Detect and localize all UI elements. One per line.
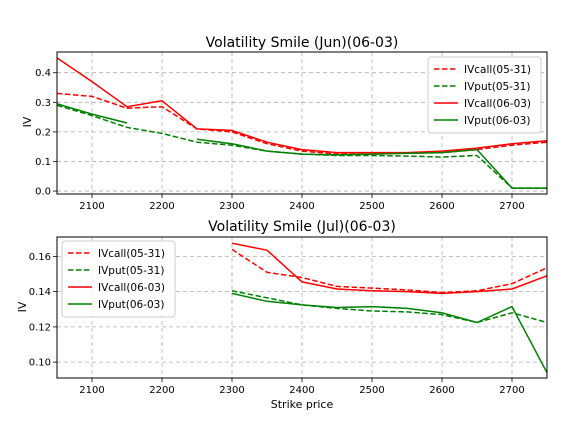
series-line: [231, 290, 548, 324]
legend-label: IVcall(06-03): [98, 282, 165, 294]
legend-label: IVcall(05-31): [464, 64, 531, 76]
y-tick-label: 0.1: [35, 157, 51, 168]
legend-label: IVput(06-03): [464, 115, 530, 127]
y-tick-label: 0.3: [35, 98, 51, 109]
x-tick-label: 2700: [499, 201, 524, 212]
x-tick-label: 2200: [149, 385, 174, 396]
x-tick-label: 2200: [149, 201, 174, 212]
series-line: [231, 248, 548, 294]
x-tick-label: 2500: [359, 201, 384, 212]
chart-jun: Volatility Smile (Jun)(06-03) IV 2100 220…: [21, 35, 548, 212]
legend-label: IVcall(05-31): [98, 248, 165, 260]
y-axis-label: IV: [16, 301, 29, 312]
series-line: [56, 103, 128, 124]
y-axis-label: IV: [21, 116, 34, 127]
x-tick-label: 2400: [289, 385, 314, 396]
x-tick-label: 2600: [429, 201, 454, 212]
chart-jul: Volatility Smile (Jul)(06-03) IV Strike …: [16, 219, 548, 411]
x-tick-label: 2400: [289, 201, 314, 212]
legend-box: [61, 240, 176, 318]
y-tick-label: 0.12: [29, 322, 51, 333]
y-tick-label: 0.4: [35, 68, 51, 79]
x-tick-label: 2700: [499, 385, 524, 396]
x-tick-label: 2100: [79, 201, 104, 212]
series-line: [56, 57, 548, 154]
chart-title: Volatility Smile (Jul)(06-03): [208, 219, 396, 235]
y-tick-label: 0.10: [29, 358, 51, 369]
y-tick-label: 0.16: [29, 252, 51, 263]
y-tick-label: 0.0: [35, 187, 51, 198]
x-tick-label: 2500: [359, 385, 384, 396]
legend-box: [427, 56, 542, 134]
legend-label: IVput(06-03): [98, 299, 164, 311]
series-line: [231, 242, 548, 295]
legend-label: IVput(05-31): [464, 81, 530, 93]
x-tick-label: 2600: [429, 385, 454, 396]
chart-title: Volatility Smile (Jun)(06-03): [206, 35, 399, 51]
x-tick-label: 2100: [79, 385, 104, 396]
y-tick-label: 0.14: [29, 287, 51, 298]
y-tick-label: 0.2: [35, 127, 51, 138]
series-line: [231, 292, 548, 374]
x-tick-label: 2300: [219, 201, 244, 212]
legend-label: IVcall(06-03): [464, 98, 531, 110]
x-axis-label: Strike price: [271, 398, 334, 411]
series-line: [196, 138, 547, 189]
legend-label: IVput(05-31): [98, 265, 164, 277]
x-tick-label: 2300: [219, 385, 244, 396]
